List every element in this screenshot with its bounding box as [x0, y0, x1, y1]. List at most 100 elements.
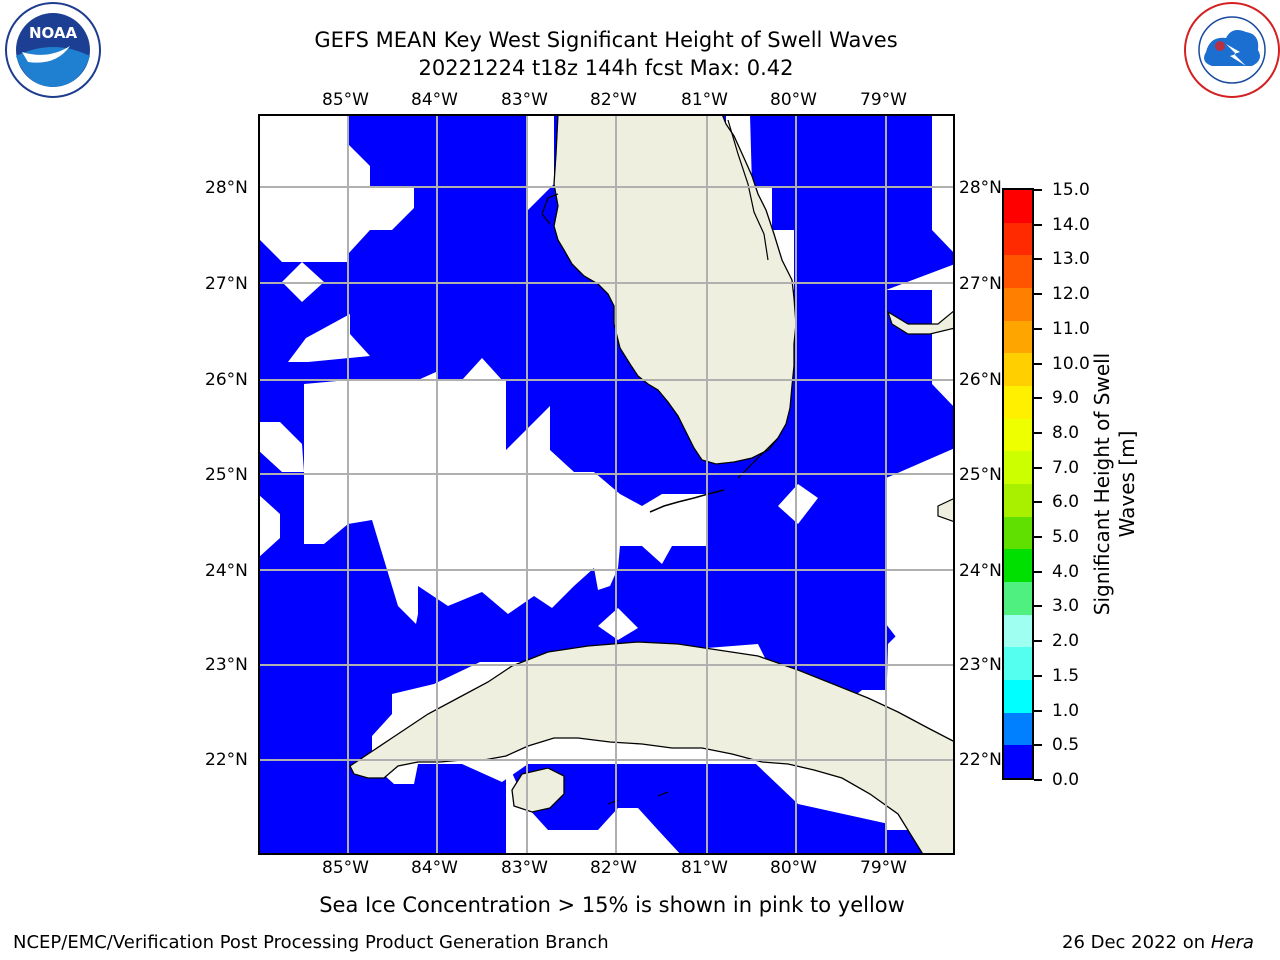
map-panel	[258, 113, 956, 857]
colorbar-tick-label: 9.0	[1052, 388, 1080, 409]
colorbar-swatch	[1004, 516, 1032, 550]
lat-label-left: 24°N	[205, 561, 248, 581]
chart-subtitle: 20221224 t18z 144h fcst Max: 0.42	[418, 56, 794, 80]
lon-label-top: 79°W	[860, 90, 907, 110]
lat-label-left: 27°N	[205, 274, 248, 294]
colorbar-swatch	[1004, 549, 1032, 583]
lat-label-left: 22°N	[205, 750, 248, 770]
colorbar-tick-mark	[1034, 362, 1042, 365]
isle-of-youth-land	[511, 767, 565, 813]
lat-label-left: 25°N	[205, 465, 248, 485]
colorbar-tick-label: 0.5	[1052, 735, 1080, 756]
colorbar-tick-mark	[1034, 223, 1042, 226]
lon-label-top: 83°W	[501, 90, 548, 110]
colorbar-swatch	[1004, 614, 1032, 648]
colorbar-tick-mark	[1034, 640, 1042, 643]
colorbar-swatch	[1004, 320, 1032, 354]
lat-label-right: 26°N	[959, 370, 1002, 390]
lon-label-top: 85°W	[322, 90, 369, 110]
lon-label-top: 81°W	[681, 90, 728, 110]
colorbar-tick-mark	[1034, 466, 1042, 469]
colorbar-swatch	[1004, 451, 1032, 485]
lat-label-right: 25°N	[959, 465, 1002, 485]
lon-label-bottom: 82°W	[590, 858, 637, 878]
colorbar-tick-label: 1.5	[1052, 665, 1080, 686]
colorbar-tick-mark	[1034, 674, 1042, 677]
noaa-logo-text: NOAA	[29, 24, 78, 42]
footer-machine: Hera	[1210, 932, 1254, 953]
lat-label-left: 26°N	[205, 370, 248, 390]
colorbar-tick-label: 6.0	[1052, 492, 1080, 513]
footer-date-text: 26 Dec 2022 on	[1062, 932, 1211, 953]
lon-label-bottom: 79°W	[860, 858, 907, 878]
colorbar-swatch	[1004, 680, 1032, 713]
lat-label-right: 22°N	[959, 750, 1002, 770]
map-graticule	[258, 114, 955, 855]
lon-label-bottom: 83°W	[501, 858, 548, 878]
colorbar-swatch	[1004, 582, 1032, 615]
colorbar-tick-mark	[1034, 397, 1042, 400]
colorbar-tick-mark	[1034, 258, 1042, 261]
colorbar-tick-mark	[1034, 189, 1042, 191]
lon-label-top: 80°W	[770, 90, 817, 110]
lon-label-bottom: 80°W	[770, 858, 817, 878]
colorbar-tick-mark	[1034, 779, 1042, 781]
lon-label-top: 84°W	[411, 90, 458, 110]
lat-label-left: 23°N	[205, 655, 248, 675]
colorbar-tick-label: 10.0	[1052, 353, 1090, 374]
colorbar-label-line1: Significant Height of Swell	[1090, 352, 1114, 616]
lon-label-bottom: 84°W	[411, 858, 458, 878]
colorbar-label-line2: Waves [m]	[1115, 430, 1139, 538]
colorbar-tick-label: 3.0	[1052, 596, 1080, 617]
colorbar-swatch	[1004, 418, 1032, 452]
footer-date: 26 Dec 2022 on Hera	[1062, 932, 1254, 954]
colorbar-swatch	[1004, 255, 1032, 289]
chart-title: GEFS MEAN Key West Significant Height of…	[314, 28, 898, 52]
colorbar-tick-mark	[1034, 501, 1042, 504]
colorbar-tick-mark	[1034, 709, 1042, 712]
colorbar-swatch	[1004, 647, 1032, 681]
colorbar-swatch	[1004, 222, 1032, 256]
colorbar-tick-label: 4.0	[1052, 561, 1080, 582]
noaa-logo-icon: NOAA	[0, 0, 106, 100]
lat-label-right: 28°N	[959, 178, 1002, 198]
lat-label-left: 28°N	[205, 178, 248, 198]
colorbar-tick-mark	[1034, 605, 1042, 608]
nws-logo-icon	[1180, 0, 1280, 100]
colorbar-tick-mark	[1034, 744, 1042, 747]
lon-label-bottom: 81°W	[681, 858, 728, 878]
florida-land	[553, 113, 797, 465]
lon-label-bottom: 85°W	[322, 858, 369, 878]
colorbar-swatch	[1004, 288, 1032, 321]
colorbar-tick-label: 11.0	[1052, 318, 1090, 339]
colorbar-swatch	[1004, 386, 1032, 419]
colorbar-tick-label: 8.0	[1052, 422, 1080, 443]
colorbar-tick-label: 2.0	[1052, 631, 1080, 652]
colorbar-tick-mark	[1034, 293, 1042, 296]
colorbar-swatch	[1004, 712, 1032, 746]
colorbar-tick-mark	[1034, 536, 1042, 539]
colorbar-tick-label: 1.0	[1052, 700, 1080, 721]
lat-label-right: 24°N	[959, 561, 1002, 581]
colorbar-tick-label: 5.0	[1052, 527, 1080, 548]
colorbar-tick-label: 0.0	[1052, 770, 1080, 790]
colorbar-tick-label: 14.0	[1052, 214, 1090, 235]
colorbar-swatch	[1004, 745, 1032, 779]
colorbar	[1002, 188, 1034, 780]
colorbar-tick-label: 13.0	[1052, 249, 1090, 270]
colorbar-tick-mark	[1034, 570, 1042, 573]
footer-branch: NCEP/EMC/Verification Post Processing Pr…	[13, 932, 609, 953]
colorbar-tick-label: 7.0	[1052, 457, 1080, 478]
colorbar-tick-label: 15.0	[1052, 180, 1090, 200]
colorbar-swatch	[1004, 353, 1032, 387]
colorbar-tick-mark	[1034, 327, 1042, 330]
colorbar-tick-mark	[1034, 431, 1042, 434]
colorbar-swatch	[1004, 484, 1032, 517]
lat-label-right: 23°N	[959, 655, 1002, 675]
sea-ice-note: Sea Ice Concentration > 15% is shown in …	[319, 893, 905, 917]
swell-map	[258, 113, 956, 857]
lon-label-top: 82°W	[590, 90, 637, 110]
colorbar-tick-label: 12.0	[1052, 284, 1090, 305]
lat-label-right: 27°N	[959, 274, 1002, 294]
colorbar-swatch	[1004, 190, 1032, 223]
